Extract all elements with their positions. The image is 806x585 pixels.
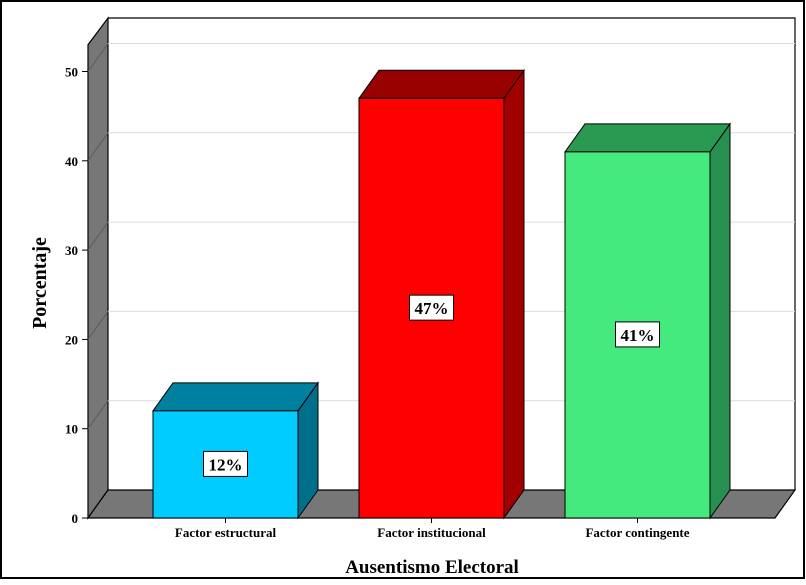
y-axis-label: Porcentaje <box>29 237 51 329</box>
x-axis-label: Ausentismo Electoral <box>345 557 519 578</box>
y-tick-label: 30 <box>65 243 78 258</box>
y-tick-label: 50 <box>65 65 78 80</box>
gridline-left-wall <box>87 43 109 72</box>
x-tick-label: Factor contingente <box>585 525 689 540</box>
y-axis-ticks: 0 10 20 30 40 50 <box>65 65 88 526</box>
back-wall <box>108 17 796 490</box>
x-axis-ticks: Factor estructural Factor institucional Fa… <box>175 518 690 540</box>
y-tick-label: 20 <box>65 332 78 347</box>
left-wall <box>87 16 109 520</box>
data-label-box <box>615 321 660 348</box>
y-tick-label: 40 <box>65 154 78 169</box>
x-tick-label: Factor estructural <box>175 525 277 540</box>
data-label-text: 12% <box>209 455 243 474</box>
bar: 47% <box>358 68 525 520</box>
x-tick-label: Factor institucional <box>377 525 486 540</box>
bar: 12% <box>152 381 319 520</box>
data-label: 41% <box>615 321 660 348</box>
bar-side <box>503 68 525 520</box>
y-tick-label: 0 <box>72 511 79 526</box>
gridline-left-wall <box>87 400 109 429</box>
data-label-box <box>409 294 454 321</box>
data-label-text: 47% <box>415 299 449 318</box>
bar-side <box>709 122 731 520</box>
y-tick-label: 10 <box>65 422 78 437</box>
gridline-left-wall <box>87 132 109 162</box>
bar-top <box>358 69 525 99</box>
gridline-left-wall <box>87 221 109 251</box>
bar-top <box>152 382 319 412</box>
bar-front <box>358 97 505 519</box>
data-label: 12% <box>203 450 248 477</box>
data-label-box <box>203 450 248 477</box>
data-label-text: 41% <box>621 326 655 345</box>
bars: 12% 47% 41% <box>152 68 731 520</box>
data-label: 47% <box>409 294 454 321</box>
bar-top <box>564 123 731 153</box>
bar: 41% <box>564 122 731 520</box>
gridline-left-wall <box>87 311 109 340</box>
